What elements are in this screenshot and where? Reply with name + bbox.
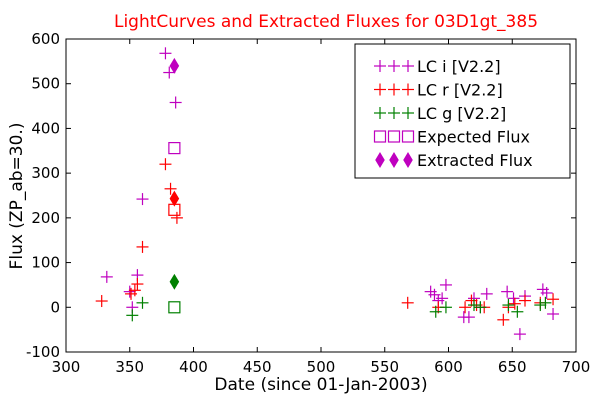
plot-frame [65,38,577,353]
y-axis-label: Flux (ZP_ab=30.) [7,123,27,270]
legend-label-extracted-flux: Extracted Flux [417,151,533,170]
y-tick-label-7: 600 [31,30,60,48]
legend-marker-expected-flux-2 [401,130,415,143]
legend-entry-extracted-flux: Extracted Flux [375,151,533,170]
point-lc-r-v2-2-3 [131,278,144,291]
point-extracted-flux-0 [169,57,180,74]
legend-marker-lc-i-v2-2-2 [402,60,414,72]
point-expected-flux-0 [168,142,181,155]
y-tick-label-1: 0 [50,298,60,316]
legend-marker-lc-r-v2-2-1 [388,83,400,96]
legend-entry-expected-flux: Expected Flux [373,128,530,147]
point-lc-g-v2-2-3 [439,301,452,314]
legend-marker-extracted-flux-2 [403,152,413,168]
point-lc-r-v2-2-0 [95,295,108,308]
legend-marker-expected-flux-0 [373,130,387,143]
legend-marker-lc-i-v2-2-0 [374,60,386,72]
point-lc-i-v2-2-18 [501,285,514,298]
point-lc-r-v2-2-2 [128,284,141,297]
point-extracted-flux-2 [169,273,180,290]
legend-marker-lc-i-v2-2-1 [388,60,400,72]
point-lc-i-v2-2-24 [547,307,560,320]
legend-label-lc-g-v2-2: LC g [V2.2] [417,104,506,123]
point-lc-r-v2-2-16 [508,297,521,310]
x-axis-label: Date (since 01-Jan-2003) [214,375,427,395]
point-extracted-flux-1 [169,190,180,207]
point-expected-flux-2 [168,301,181,314]
point-lc-r-v2-2-4 [136,240,149,253]
legend-marker-lc-g-v2-2-1 [388,107,400,119]
axis-ticks: 300 350 400 450 500 550 600 650 700 -100 0 100 200 30… [26,30,590,376]
point-lc-g-v2-2-1 [136,296,149,309]
x-tick-label-4: 500 [307,358,336,376]
point-lc-r-v2-2-10 [459,301,472,314]
point-lc-i-v2-2-0 [100,270,113,283]
point-lc-i-v2-2-5 [159,47,172,60]
data-marks [95,47,560,341]
point-lc-r-v2-2-17 [519,294,531,307]
y-tick-label-3: 200 [31,209,60,227]
legend: LC i [V2.2] LC r [V2.2] LC g [V2.2] Expecte… [354,43,571,179]
x-tick-label-7: 650 [498,358,527,376]
point-lc-r-v2-2-5 [159,158,172,171]
legend-marker-expected-flux-1 [387,130,401,143]
legend-label-expected-flux: Expected Flux [417,128,530,147]
chart-title: LightCurves and Extracted Fluxes for 03D… [114,12,538,32]
legend-label-lc-r-v2-2: LC r [V2.2] [417,81,503,100]
point-lc-g-v2-2-8 [534,299,547,312]
point-lc-r-v2-2-7 [170,211,183,224]
y-tick-label-6: 500 [31,75,60,93]
point-lc-g-v2-2-5 [474,301,487,314]
point-lc-g-v2-2-4 [468,299,480,312]
legend-marker-lc-g-v2-2-0 [374,107,386,119]
point-lc-g-v2-2-9 [539,296,552,309]
legend-entry-lc-g-v2-2: LC g [V2.2] [374,104,506,123]
y-tick-label-0: -100 [26,343,60,361]
point-lc-i-v2-2-17 [480,287,493,300]
point-lc-g-v2-2-2 [429,305,442,318]
x-tick-label-8: 700 [562,358,591,376]
x-tick-label-0: 300 [52,358,81,376]
point-lc-r-v2-2-8 [401,296,414,309]
y-tick-label-5: 400 [31,119,60,137]
legend-marker-lc-r-v2-2-0 [374,83,386,96]
point-lc-r-v2-2-6 [164,182,177,195]
legend-marker-lc-g-v2-2-2 [402,107,414,119]
x-tick-label-5: 550 [370,358,399,376]
legend-marker-lc-r-v2-2-2 [402,83,414,96]
x-tick-label-2: 400 [179,358,208,376]
point-lc-i-v2-2-19 [507,292,520,305]
point-lc-i-v2-2-23 [540,286,553,299]
x-tick-label-1: 350 [115,358,144,376]
point-lc-g-v2-2-0 [126,309,139,322]
point-lc-i-v2-2-6 [163,66,176,79]
legend-marker-extracted-flux-0 [375,152,385,168]
point-lc-i-v2-2-7 [169,96,182,109]
point-lc-g-v2-2-7 [511,305,524,318]
point-lc-g-v2-2-6 [502,299,515,312]
point-lc-r-v2-2-14 [497,313,510,326]
y-tick-label-2: 100 [31,254,60,272]
x-tick-label-3: 450 [243,358,272,376]
point-lc-i-v2-2-12 [439,278,452,291]
legend-marker-extracted-flux-1 [389,152,399,168]
point-lc-i-v2-2-1 [123,285,136,298]
legend-label-lc-i-v2-2: LC i [V2.2] [417,57,501,76]
y-tick-label-4: 300 [31,164,60,182]
point-lc-i-v2-2-14 [462,311,475,324]
point-lc-r-v2-2-19 [547,293,560,306]
x-tick-label-6: 600 [434,358,463,376]
point-lc-i-v2-2-4 [136,193,149,206]
legend-entry-lc-r-v2-2: LC r [V2.2] [374,81,503,100]
legend-entry-lc-i-v2-2: LC i [V2.2] [374,57,501,76]
point-lc-i-v2-2-20 [513,328,526,341]
point-lc-i-v2-2-11 [436,292,449,305]
